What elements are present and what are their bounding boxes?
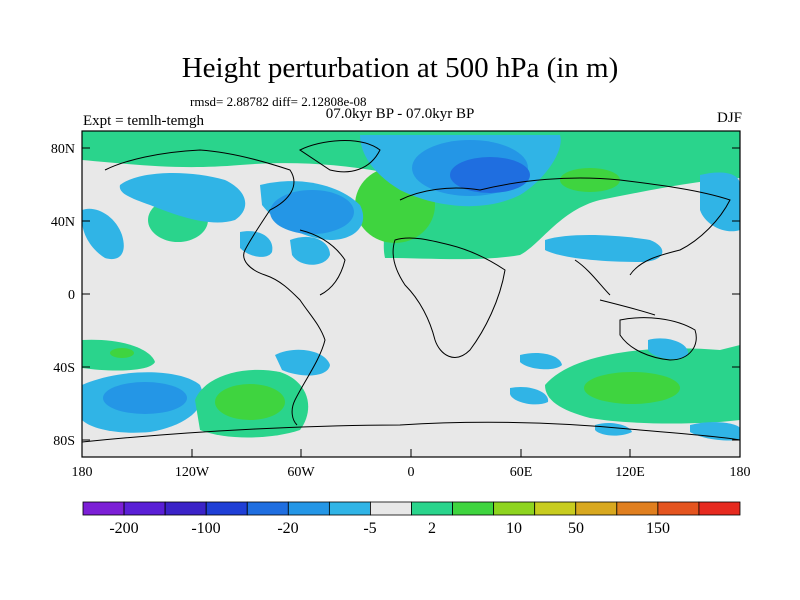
lon-label-0: 0 xyxy=(408,465,415,480)
colorbar-labels: -200 -100 -20 -5 2 10 50 150 xyxy=(109,520,670,537)
lon-label-60e: 60E xyxy=(510,465,533,480)
fill-negative xyxy=(648,338,689,360)
colorbar xyxy=(82,501,741,516)
coast-maritime xyxy=(574,259,656,316)
colorbar-label: -200 xyxy=(109,520,138,537)
lon-label-180e: 180 xyxy=(730,465,751,480)
map-title: Height perturbation at 500 hPa (in m) xyxy=(181,52,619,84)
fill-negative xyxy=(290,236,330,265)
fill-negative xyxy=(240,231,273,257)
experiment-label: Expt = temlh-temgh xyxy=(83,113,204,129)
lon-label-60w: 60W xyxy=(287,465,315,480)
lat-label-40n: 40N xyxy=(51,215,75,230)
colorbar-swatch xyxy=(616,501,659,516)
coast-antarctica xyxy=(82,421,740,443)
colorbar-swatch xyxy=(452,501,495,516)
colorbar-swatch xyxy=(205,501,248,516)
colorbar-swatch xyxy=(534,501,577,516)
fill-strong-positive xyxy=(110,348,134,358)
coast-americas xyxy=(104,149,326,426)
colorbar-swatch xyxy=(370,501,412,516)
colorbar-swatch xyxy=(82,501,125,516)
colorbar-swatch xyxy=(575,501,618,516)
coastlines xyxy=(82,140,740,443)
colorbar-swatch xyxy=(698,501,741,516)
period-label: 07.0kyr BP - 07.0kyr BP xyxy=(325,106,475,122)
fill-negative xyxy=(595,422,632,436)
colorbar-swatch xyxy=(493,501,536,516)
coast-africa xyxy=(392,237,506,358)
fill-negative xyxy=(700,172,740,232)
season-label: DJF xyxy=(716,110,742,126)
fill-negative xyxy=(545,235,663,262)
coast-americas-east xyxy=(299,229,346,296)
lon-label-120e: 120E xyxy=(615,465,645,480)
fill-negative xyxy=(510,386,549,405)
fill-strong-positive xyxy=(584,372,680,404)
colorbar-label: 150 xyxy=(646,520,670,537)
colorbar-swatch xyxy=(164,501,207,516)
fill-negative xyxy=(520,353,562,370)
fill-negative xyxy=(119,173,246,223)
colorbar-swatch xyxy=(328,501,371,516)
lat-label-0: 0 xyxy=(68,288,75,303)
lat-label-40s: 40S xyxy=(53,361,75,376)
axis-ticks xyxy=(82,147,740,457)
colorbar-swatch xyxy=(657,501,700,516)
lat-label-80s: 80S xyxy=(53,434,75,449)
colorbar-label: -5 xyxy=(363,520,376,537)
fill-negative xyxy=(82,208,124,260)
fill-negative-strong xyxy=(103,382,187,414)
lon-label-180w: 180 xyxy=(72,465,93,480)
coast-australia xyxy=(619,317,697,361)
colorbar-swatch xyxy=(246,501,289,516)
fill-strong-positive xyxy=(560,168,620,192)
colorbar-label: 2 xyxy=(428,520,436,537)
colorbar-label: -100 xyxy=(191,520,220,537)
lon-label-120w: 120W xyxy=(175,465,210,480)
lat-label-80n: 80N xyxy=(51,142,75,157)
coast-greenland xyxy=(299,140,381,173)
colorbar-swatch xyxy=(411,501,453,516)
fill-negative xyxy=(275,349,330,376)
statistics-line: rmsd= 2.88782 diff= 2.12808e-08 xyxy=(190,94,367,109)
colorbar-swatch xyxy=(287,501,330,516)
colorbar-swatch xyxy=(123,501,166,516)
colorbar-label: -20 xyxy=(277,520,298,537)
colorbar-label: 50 xyxy=(568,520,584,537)
colorbar-label: 10 xyxy=(506,520,522,537)
coast-eurasia xyxy=(399,177,731,276)
fill-negative-strong xyxy=(270,190,354,234)
fill-strong-positive xyxy=(215,384,285,420)
